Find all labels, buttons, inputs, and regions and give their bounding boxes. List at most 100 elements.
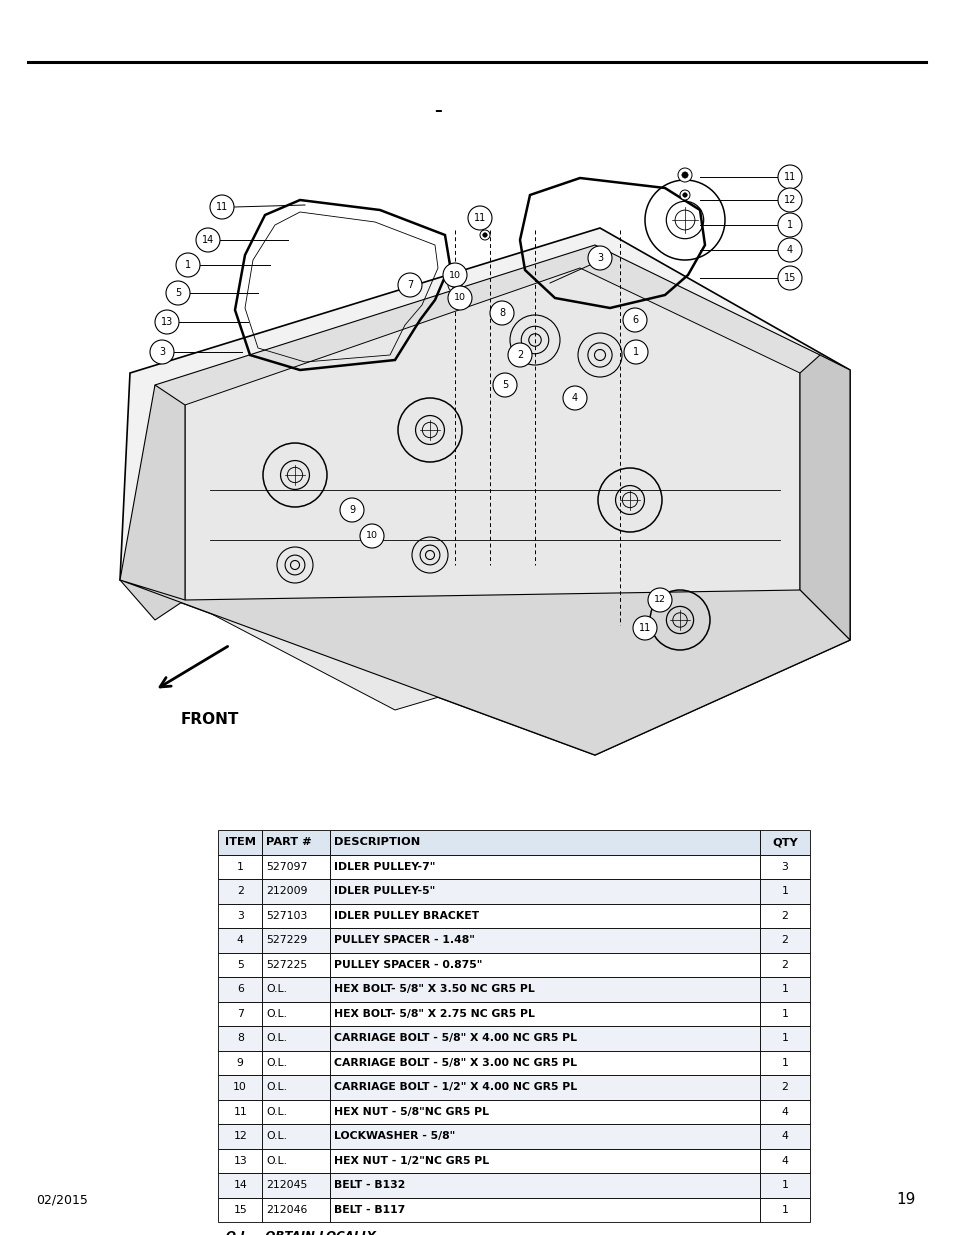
Text: PULLEY SPACER - 0.875": PULLEY SPACER - 0.875" [335,960,482,969]
Bar [262,904,330,927]
Text: 8: 8 [236,1034,243,1044]
Text: 15: 15 [233,1205,247,1215]
Bar [330,1124,759,1149]
Bar [330,927,759,952]
Circle shape [493,373,517,396]
Bar [759,1051,809,1074]
Text: HEX BOLT- 5/8" X 2.75 NC GR5 PL: HEX BOLT- 5/8" X 2.75 NC GR5 PL [335,1009,535,1019]
Text: 2: 2 [517,350,522,359]
Text: 4: 4 [781,1156,787,1166]
Text: O.L.: O.L. [266,1131,287,1141]
Circle shape [778,238,801,262]
Bar [759,904,809,927]
Circle shape [778,165,801,189]
Text: O.L.: O.L. [266,1156,287,1166]
Bar [262,855,330,879]
Text: 7: 7 [406,280,413,290]
Text: 2: 2 [781,935,787,945]
Circle shape [457,298,462,303]
Text: 3: 3 [236,910,243,921]
Circle shape [448,278,461,291]
Text: 11: 11 [783,172,796,182]
Bar [262,977,330,1002]
Bar [218,952,262,977]
Bar [330,904,759,927]
Text: O.L.: O.L. [266,1107,287,1116]
Bar [262,1002,330,1026]
Text: 527097: 527097 [266,862,308,872]
Circle shape [633,616,657,640]
Text: 9: 9 [236,1057,243,1068]
Circle shape [681,172,687,178]
Bar [262,879,330,904]
Circle shape [507,343,532,367]
Circle shape [468,206,492,230]
Text: 19: 19 [896,1193,915,1208]
Text: BELT - B117: BELT - B117 [335,1205,405,1215]
Polygon shape [800,354,849,640]
Circle shape [154,310,179,333]
Circle shape [210,195,233,219]
Text: FRONT: FRONT [181,713,239,727]
Text: HEX NUT - 5/8"NC GR5 PL: HEX NUT - 5/8"NC GR5 PL [335,1107,489,1116]
Text: 2: 2 [781,1082,787,1092]
Text: 1: 1 [781,1057,787,1068]
Text: 527229: 527229 [266,935,307,945]
Circle shape [587,246,612,270]
Circle shape [479,230,490,240]
Circle shape [448,287,472,310]
Text: O.L.: O.L. [266,984,287,994]
Bar [759,1198,809,1221]
Circle shape [403,284,416,296]
Text: 9: 9 [349,505,355,515]
Circle shape [498,315,504,321]
Bar [330,1099,759,1124]
Bar [262,1124,330,1149]
Bar [330,879,759,904]
Text: 3: 3 [597,253,602,263]
Bar [759,952,809,977]
Text: CARRIAGE BOLT - 5/8" X 3.00 NC GR5 PL: CARRIAGE BOLT - 5/8" X 3.00 NC GR5 PL [335,1057,577,1068]
Text: 13: 13 [161,317,172,327]
Circle shape [496,312,507,324]
Bar [218,1099,262,1124]
Text: 4: 4 [781,1131,787,1141]
Text: 5: 5 [501,380,508,390]
Circle shape [407,288,413,293]
Text: 15: 15 [783,273,796,283]
Circle shape [452,282,457,288]
Text: 13: 13 [233,1156,247,1166]
Bar [330,830,759,855]
Bar [759,927,809,952]
Bar [759,1074,809,1099]
Bar [262,1149,330,1173]
Bar [218,1198,262,1221]
Polygon shape [154,245,820,420]
Circle shape [397,273,421,296]
Circle shape [150,340,173,364]
Text: CARRIAGE BOLT - 1/2" X 4.00 NC GR5 PL: CARRIAGE BOLT - 1/2" X 4.00 NC GR5 PL [335,1082,577,1092]
Bar [330,1074,759,1099]
Bar [330,1002,759,1026]
Text: LOCKWASHER - 5/8": LOCKWASHER - 5/8" [335,1131,456,1141]
Bar [218,1074,262,1099]
Text: HEX NUT - 1/2"NC GR5 PL: HEX NUT - 1/2"NC GR5 PL [335,1156,489,1166]
Text: 212045: 212045 [266,1181,308,1191]
Text: 5: 5 [174,288,181,298]
Bar [262,1099,330,1124]
Circle shape [778,188,801,212]
Text: 12: 12 [783,195,796,205]
Circle shape [455,295,464,305]
Text: 212009: 212009 [266,887,308,897]
Circle shape [478,214,491,226]
Bar [218,927,262,952]
Circle shape [562,387,586,410]
Text: 212046: 212046 [266,1205,308,1215]
Text: 1: 1 [781,1181,787,1191]
Bar [759,855,809,879]
Circle shape [647,588,671,613]
Text: 11: 11 [233,1107,247,1116]
Bar [759,830,809,855]
Bar [262,952,330,977]
Text: PART #: PART # [266,837,312,847]
